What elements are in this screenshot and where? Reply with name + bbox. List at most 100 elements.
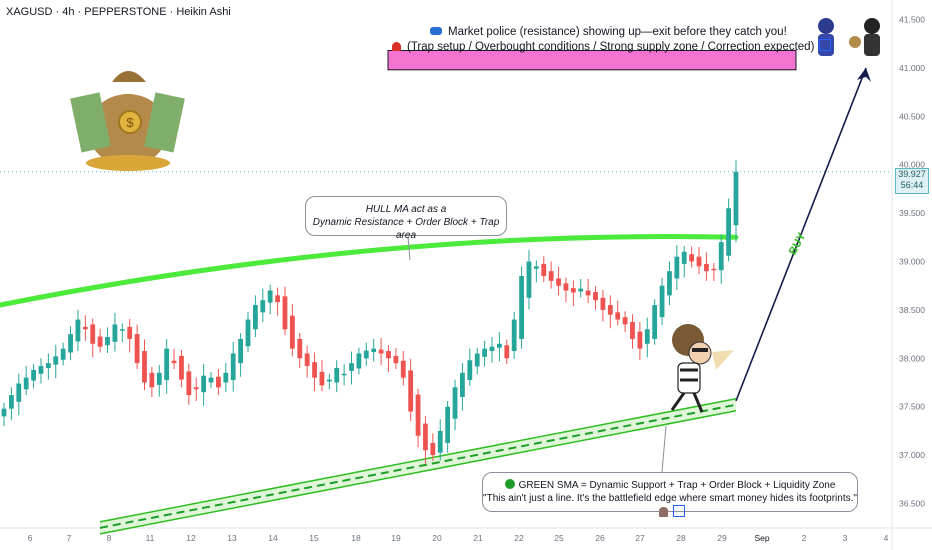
banner-line-2-text: (Trap setup / Overbought conditions / St… bbox=[407, 41, 815, 53]
candle-body bbox=[474, 353, 480, 367]
buy-arrow-head bbox=[857, 67, 871, 82]
candle-body bbox=[60, 348, 66, 360]
x-tick-label: 7 bbox=[67, 533, 72, 543]
dollar-coin-icon bbox=[118, 110, 142, 134]
thief-body bbox=[864, 34, 880, 56]
candle-body bbox=[533, 266, 539, 269]
candle-body bbox=[149, 372, 155, 388]
candle-body bbox=[593, 291, 598, 301]
x-tick-label: 2 bbox=[802, 533, 807, 543]
x-tick-label: 13 bbox=[227, 533, 237, 543]
candle-body bbox=[386, 351, 391, 359]
candle-body bbox=[400, 360, 406, 378]
hull-callout-line-1: HULL MA act as a bbox=[365, 204, 447, 215]
sma-center-line[interactable] bbox=[99, 403, 737, 529]
banner-line-1-text: Market police (resistance) showing up—ex… bbox=[448, 26, 787, 38]
candle-body bbox=[563, 283, 569, 291]
candle-body bbox=[282, 296, 288, 330]
y-tick-label: 39.000 bbox=[899, 257, 925, 267]
y-tick-label: 39.500 bbox=[899, 208, 925, 218]
candle-body bbox=[726, 208, 732, 256]
candle-body bbox=[437, 430, 443, 453]
sma-upper-line[interactable] bbox=[99, 398, 737, 523]
green-circle-icon bbox=[504, 479, 515, 489]
x-tick-label: 27 bbox=[635, 533, 645, 543]
candle-body bbox=[134, 334, 140, 364]
dollar-sign: $ bbox=[126, 115, 134, 130]
candle-body bbox=[415, 394, 421, 436]
person-icon bbox=[659, 507, 668, 517]
candle-body bbox=[112, 324, 118, 342]
candle-body bbox=[23, 377, 29, 390]
candle-body bbox=[45, 363, 51, 368]
resistance-zone[interactable] bbox=[387, 49, 797, 71]
x-tick-label: 11 bbox=[146, 533, 155, 543]
robber-leg bbox=[670, 392, 686, 411]
candle-body bbox=[75, 319, 81, 342]
banknotes-right bbox=[144, 92, 185, 153]
siren-icon bbox=[392, 42, 401, 51]
candle-body bbox=[637, 331, 643, 349]
sma-lower-line[interactable] bbox=[99, 410, 737, 535]
police-car-icon bbox=[430, 27, 442, 35]
sma-callout-pointer bbox=[661, 425, 667, 473]
candle-body bbox=[326, 379, 332, 382]
x-tick-label: 6 bbox=[28, 533, 33, 543]
chart-link-icon[interactable] bbox=[673, 505, 685, 517]
candle-body bbox=[681, 251, 687, 264]
candle-body bbox=[704, 263, 709, 272]
candle-body bbox=[570, 288, 576, 293]
coin-pile bbox=[86, 155, 170, 171]
candle-body bbox=[223, 372, 229, 383]
candle-body bbox=[97, 336, 103, 347]
y-tick-label: 40.000 bbox=[899, 160, 925, 170]
x-tick-label: Sep bbox=[754, 533, 769, 543]
candle-body bbox=[467, 360, 473, 381]
candle-body bbox=[53, 356, 59, 365]
x-tick-label: 20 bbox=[432, 533, 442, 543]
candle-body bbox=[68, 334, 73, 353]
symbol-title[interactable]: XAGUSD · 4h · PEPPERSTONE · Heikin Ashi bbox=[6, 6, 231, 18]
candle-body bbox=[452, 387, 458, 419]
y-tick-label: 37.000 bbox=[899, 450, 925, 460]
hull-ma-callout[interactable]: HULL MA act as a Dynamic Resistance + Or… bbox=[305, 196, 507, 241]
candle-body bbox=[689, 254, 695, 262]
sma-callout[interactable]: GREEN SMA = Dynamic Support + Trap + Ord… bbox=[482, 472, 858, 517]
candle-body bbox=[630, 322, 635, 339]
chart-link-icon[interactable] bbox=[819, 39, 832, 51]
candle-body bbox=[371, 348, 377, 353]
candle-body bbox=[556, 278, 561, 286]
y-tick-label: 37.500 bbox=[899, 402, 925, 412]
candle-body bbox=[16, 383, 22, 402]
candle-body bbox=[644, 329, 650, 344]
candle-body bbox=[90, 324, 96, 344]
y-tick-label: 40.500 bbox=[899, 111, 925, 121]
candle-body bbox=[652, 305, 658, 339]
candle-body bbox=[378, 349, 384, 354]
x-tick-label: 18 bbox=[351, 533, 361, 543]
buy-arrow-line[interactable] bbox=[735, 67, 867, 402]
candle-body bbox=[105, 337, 110, 346]
candle-body bbox=[156, 372, 162, 385]
banner-line-2: (Trap setup / Overbought conditions / St… bbox=[392, 39, 832, 53]
x-tick-label: 25 bbox=[554, 533, 564, 543]
candle-body bbox=[511, 319, 517, 352]
hull-callout-pointer bbox=[407, 236, 411, 261]
candle-body bbox=[393, 355, 399, 364]
hull-ma-line[interactable] bbox=[0, 234, 739, 308]
candle-body bbox=[408, 370, 414, 412]
candle-body bbox=[297, 338, 303, 359]
candle-body bbox=[208, 377, 214, 383]
candle-body bbox=[201, 375, 207, 393]
bar-countdown: 56:44 bbox=[900, 180, 924, 190]
price-scale[interactable] bbox=[892, 0, 932, 550]
candle-body bbox=[216, 376, 221, 388]
sma-callout-line-2-text: "This ain't just a line. It's the battle… bbox=[483, 493, 857, 504]
x-tick-label: 19 bbox=[391, 533, 401, 543]
candle-body bbox=[349, 363, 354, 371]
candle-body bbox=[171, 360, 177, 364]
candle-body bbox=[482, 348, 488, 357]
x-tick-label: 12 bbox=[186, 533, 196, 543]
